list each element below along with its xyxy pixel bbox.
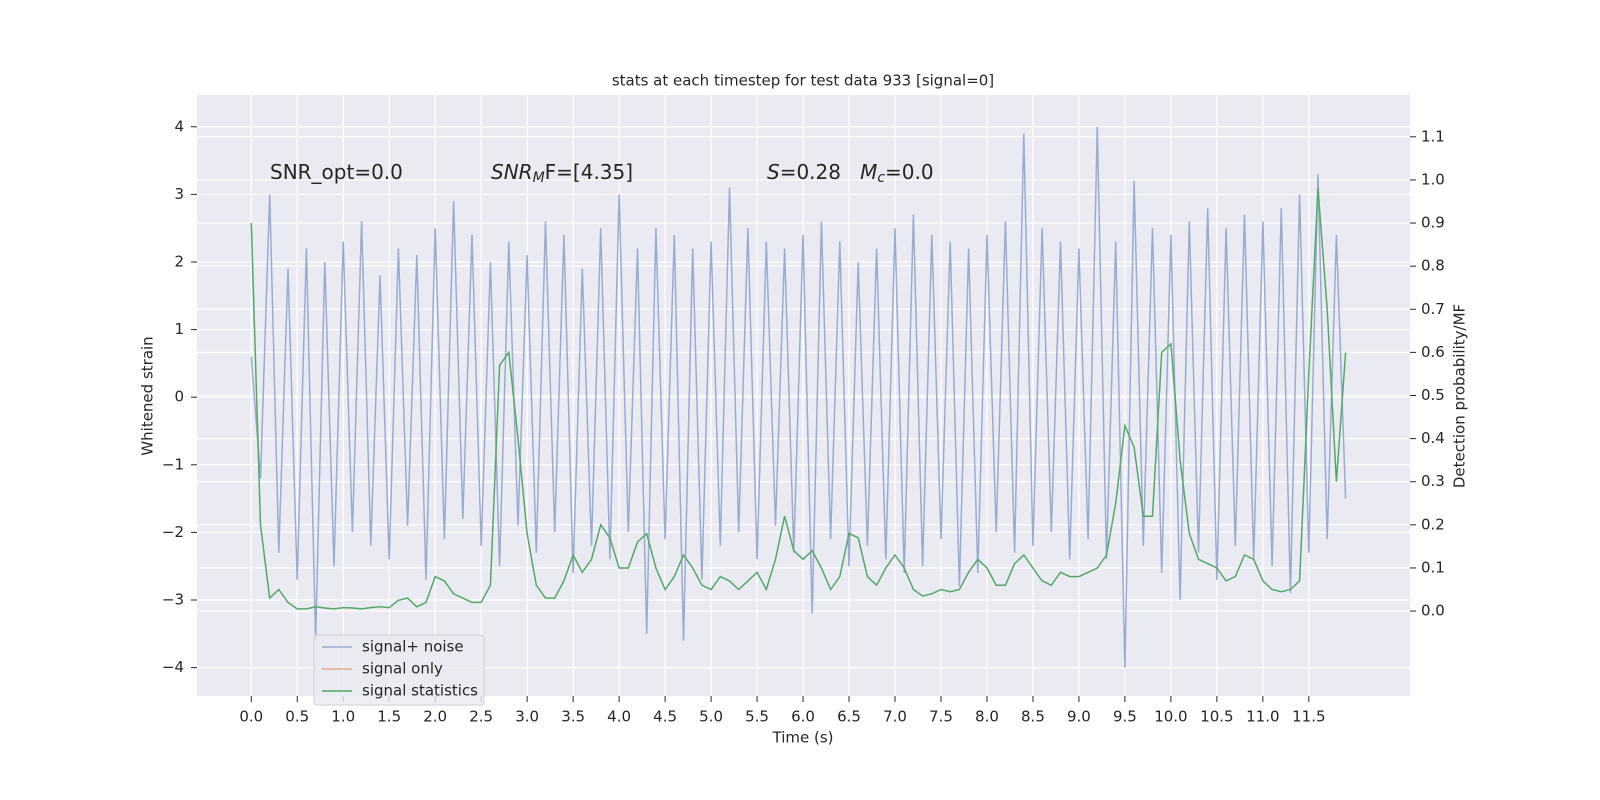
y2-tick-label: 0.8: [1421, 257, 1445, 275]
annotation-part: SNR: [491, 160, 533, 184]
x-tick-label: 9.5: [1113, 708, 1137, 726]
x-tick-label: 4.0: [607, 708, 631, 726]
annotation-part: =0.28: [780, 160, 860, 184]
x-tick-label: 1.0: [331, 708, 355, 726]
y-tick-label: 0: [174, 388, 184, 406]
annotation: SNRMF=[4.35]: [491, 160, 633, 187]
annotation-part: M: [860, 160, 877, 184]
x-tick-label: 8.5: [1021, 708, 1045, 726]
y-tick-label: −3: [162, 591, 184, 609]
legend-label: signal+ noise: [362, 638, 464, 656]
x-tick-label: 2.0: [423, 708, 447, 726]
y-tick-label: −4: [162, 658, 184, 676]
x-tick-label: 4.5: [653, 708, 677, 726]
x-tick-label: 9.0: [1067, 708, 1091, 726]
x-tick-label: 6.0: [791, 708, 815, 726]
x-axis-label: Time (s): [772, 729, 834, 747]
x-tick-label: 7.0: [883, 708, 907, 726]
x-tick-label: 7.5: [929, 708, 953, 726]
y2-tick-label: 0.9: [1421, 214, 1445, 232]
x-tick-label: 11.0: [1246, 708, 1279, 726]
annotation-part: =0.0: [885, 160, 934, 184]
x-tick-label: 10.5: [1200, 708, 1233, 726]
y-tick-label: 4: [174, 117, 184, 135]
x-tick-label: 10.0: [1154, 708, 1187, 726]
y-tick-label: −2: [162, 523, 184, 541]
annotation-part: M: [533, 170, 545, 186]
x-tick-label: 8.0: [975, 708, 999, 726]
x-tick-label: 5.5: [745, 708, 769, 726]
y2-tick-label: 0.7: [1421, 300, 1445, 318]
y2-tick-label: 0.0: [1421, 602, 1445, 620]
y-tick-label: 1: [174, 320, 184, 338]
y2-tick-label: 0.1: [1421, 558, 1445, 576]
annotation-part: F=[4.35]: [545, 160, 633, 184]
y2-tick-label: 0.4: [1421, 429, 1445, 447]
series-line: [250, 126, 1347, 668]
y-axis-label: Whitened strain: [139, 336, 157, 455]
y2-tick-label: 0.3: [1421, 472, 1445, 490]
annotation: SNR_opt=0.0: [270, 160, 403, 184]
x-tick-label: 3.0: [515, 708, 539, 726]
x-tick-label: 11.5: [1292, 708, 1325, 726]
annotation-part: c: [877, 170, 885, 186]
x-tick-label: 5.0: [699, 708, 723, 726]
x-tick-label: 0.5: [285, 708, 309, 726]
y2-tick-label: 0.6: [1421, 343, 1445, 361]
series-line: [250, 188, 1347, 610]
legend-box: [313, 634, 485, 706]
y-tick-label: 3: [174, 185, 184, 203]
legend-label: signal only: [362, 660, 443, 678]
annotation: S=0.28 Mc=0.0: [767, 160, 934, 187]
chart-title: stats at each timestep for test data 933…: [612, 72, 994, 90]
x-tick-label: 2.5: [469, 708, 493, 726]
x-tick-label: 6.5: [837, 708, 861, 726]
y2-tick-label: 1.0: [1421, 170, 1445, 188]
y2-tick-label: 1.1: [1421, 127, 1445, 145]
annotation-part: SNR_opt=0.0: [270, 160, 403, 184]
annotation-part: S: [767, 160, 780, 184]
x-tick-label: 1.5: [377, 708, 401, 726]
y-tick-label: −1: [162, 455, 184, 473]
x-tick-label: 3.5: [561, 708, 585, 726]
y-tick-label: 2: [174, 252, 184, 270]
x-tick-label: 0.0: [239, 708, 263, 726]
legend-label: signal statistics: [362, 682, 478, 700]
y2-tick-label: 0.5: [1421, 386, 1445, 404]
y2-axis-label: Detection probability/MF: [1451, 304, 1469, 488]
y2-tick-label: 0.2: [1421, 515, 1445, 533]
